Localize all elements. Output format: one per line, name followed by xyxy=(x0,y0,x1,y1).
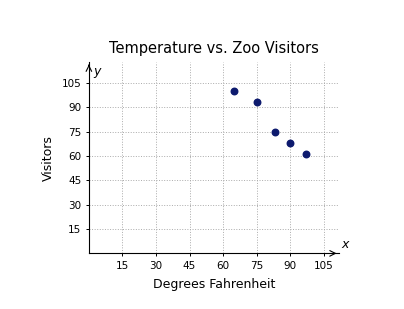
Text: x: x xyxy=(342,238,349,251)
Point xyxy=(271,129,278,134)
Point xyxy=(303,152,309,157)
Point xyxy=(287,141,293,146)
Y-axis label: Visitors: Visitors xyxy=(42,135,55,180)
Title: Temperature vs. Zoo Visitors: Temperature vs. Zoo Visitors xyxy=(109,41,319,57)
Point xyxy=(253,100,260,105)
Point xyxy=(231,89,238,94)
Text: y: y xyxy=(93,65,101,78)
X-axis label: Degrees Fahrenheit: Degrees Fahrenheit xyxy=(153,278,275,291)
